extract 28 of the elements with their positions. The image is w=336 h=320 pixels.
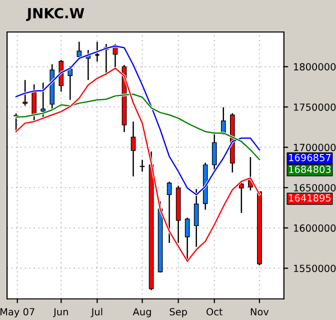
candlestick [94, 41, 100, 62]
candlestick [140, 159, 145, 172]
candlestick [40, 82, 46, 119]
candlestick [130, 120, 136, 178]
x-tick-label: Jul [90, 308, 102, 318]
y-tick-label: 1550000 [294, 264, 336, 272]
text: 1696857 [289, 154, 331, 162]
x-tick-label: Aug [132, 308, 151, 318]
y-tick-label: 1650000 [294, 184, 336, 192]
candlestick [194, 188, 199, 248]
line-series [14, 44, 261, 196]
y-tick-label: 1750000 [294, 103, 336, 111]
x-tick-label: Nov [250, 308, 269, 316]
candlestick [212, 130, 217, 170]
candlestick [166, 181, 172, 244]
y-tick-label: 1600000 [294, 224, 336, 232]
chart-title: JNKC.W [26, 8, 84, 22]
text: 1684803 [289, 166, 331, 174]
candlestick [239, 182, 244, 214]
x-tick-label: May 07 [0, 308, 34, 318]
candlestick [68, 65, 73, 101]
text: 1641895 [289, 194, 331, 202]
x-tick-label: Sep [170, 308, 187, 318]
candlestick [76, 41, 82, 61]
x-tick-label: Oct [206, 308, 223, 316]
x-tick-label: Jun [53, 308, 68, 318]
y-tick-label: 1800000 [294, 63, 336, 70]
y-tick-label: 1700000 [294, 144, 336, 152]
